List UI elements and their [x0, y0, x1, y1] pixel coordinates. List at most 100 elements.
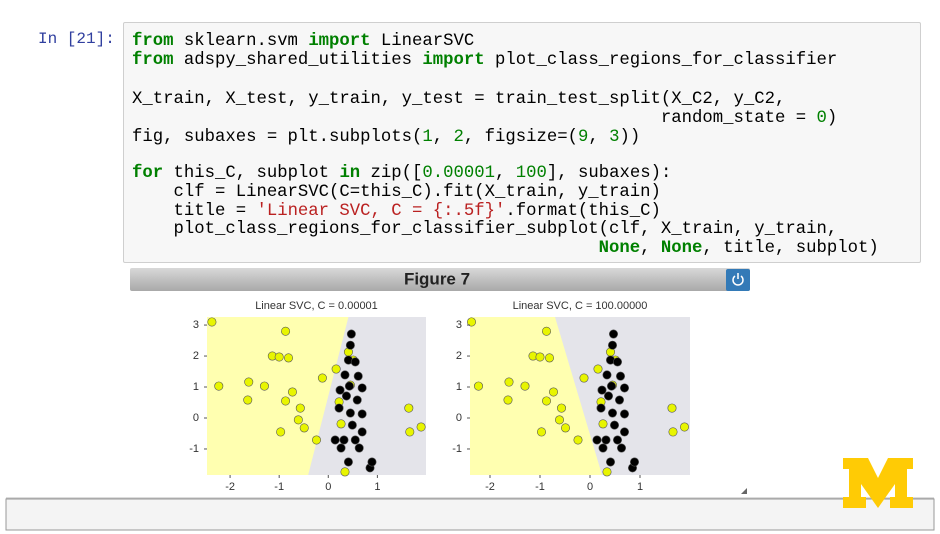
y-tick-label: -1	[452, 443, 462, 455]
cell-prompt: In [21]:	[38, 30, 115, 48]
point	[340, 467, 350, 477]
resize-handle[interactable]	[741, 488, 747, 494]
point	[602, 467, 612, 477]
figure-title-bar	[130, 268, 750, 291]
point	[536, 427, 546, 437]
y-tick-label: 1	[193, 381, 199, 393]
point	[345, 340, 355, 350]
point	[334, 403, 344, 413]
point	[619, 383, 629, 393]
point	[605, 457, 615, 467]
point	[244, 377, 254, 387]
point	[352, 395, 362, 405]
point	[243, 395, 253, 405]
point	[619, 427, 629, 437]
point	[667, 403, 677, 413]
chart-title: Linear SVC, C = 100.00000	[513, 300, 648, 312]
region	[207, 317, 349, 475]
code-line: fig, subaxes = plt.subplots(1, 2, figsiz…	[132, 127, 641, 147]
code-line: X_train, X_test, y_train, y_test = train…	[132, 90, 786, 109]
point	[579, 373, 589, 383]
x-tick-label: 1	[637, 481, 643, 493]
power-icon	[732, 273, 744, 286]
point	[405, 427, 415, 437]
point	[503, 395, 513, 405]
point	[466, 317, 476, 327]
point	[541, 326, 551, 336]
point	[353, 371, 363, 381]
point	[601, 435, 611, 445]
point	[609, 420, 619, 430]
point	[311, 435, 321, 445]
point	[593, 364, 603, 374]
point	[606, 381, 616, 391]
x-tick-label: 0	[325, 481, 331, 493]
axes	[207, 317, 426, 475]
y-tick-label: 0	[193, 412, 199, 424]
point	[354, 443, 364, 453]
point	[207, 317, 217, 327]
point	[597, 385, 607, 395]
point	[331, 364, 341, 374]
point	[416, 422, 426, 432]
point	[367, 457, 377, 467]
point	[592, 435, 602, 445]
point	[598, 443, 608, 453]
point	[317, 373, 327, 383]
point	[616, 443, 626, 453]
point	[345, 408, 355, 418]
code-cell[interactable]: from sklearn.svm import LinearSVC from ad…	[123, 22, 921, 263]
code-line: random_state = 0)	[132, 108, 838, 128]
code-line: for this_C, subplot in zip([0.00001, 100…	[132, 164, 672, 183]
point	[556, 403, 566, 413]
point	[668, 427, 678, 437]
point	[357, 427, 367, 437]
x-tick-label: 0	[587, 481, 593, 493]
point	[573, 435, 583, 445]
point	[598, 419, 608, 429]
point	[607, 340, 617, 350]
point	[612, 357, 622, 367]
chart-title: Linear SVC, C = 0.00001	[255, 300, 378, 312]
y-tick-label: 0	[456, 412, 462, 424]
code-line: title = 'Linear SVC, C = {:.5f}'.format(…	[132, 201, 661, 221]
point	[346, 329, 356, 339]
code-line: from sklearn.svm import LinearSVC	[132, 32, 475, 51]
x-tick-label: -2	[225, 481, 235, 493]
point	[276, 427, 286, 437]
point	[274, 352, 284, 362]
x-tick-label: -1	[535, 481, 545, 493]
close-button[interactable]	[726, 269, 750, 291]
point	[347, 420, 357, 430]
point	[214, 381, 224, 391]
point	[608, 329, 618, 339]
point	[504, 377, 514, 387]
x-tick-label: -2	[485, 481, 495, 493]
point	[357, 383, 367, 393]
point	[629, 457, 639, 467]
code-line: None, None, title, subplot)	[598, 239, 879, 259]
point	[293, 415, 303, 425]
point	[335, 385, 345, 395]
bottom-strip	[5, 498, 935, 531]
point	[520, 381, 530, 391]
point	[350, 435, 360, 445]
point	[357, 409, 367, 419]
point	[615, 371, 625, 381]
point	[287, 387, 297, 397]
point	[535, 352, 545, 362]
code-line: clf = LinearSVC(C=this_C).fit(X_train, y…	[132, 182, 661, 202]
point	[560, 423, 570, 433]
y-tick-label: 3	[456, 319, 462, 331]
point	[473, 381, 483, 391]
point	[259, 381, 269, 391]
point	[295, 403, 305, 413]
point	[541, 396, 551, 406]
x-tick-label: 1	[374, 481, 380, 493]
point	[602, 370, 612, 380]
y-tick-label: -1	[189, 443, 199, 455]
point	[607, 408, 617, 418]
michigan-logo	[843, 458, 913, 508]
point	[336, 443, 346, 453]
